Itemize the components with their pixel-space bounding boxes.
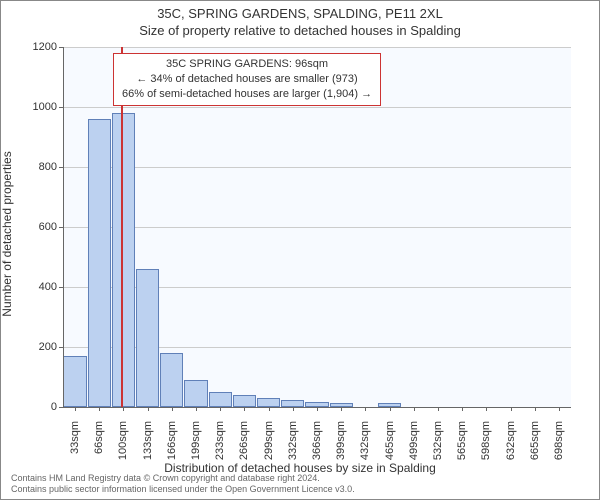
x-tick-label: 332sqm: [287, 421, 299, 481]
y-tick-mark: [59, 107, 63, 108]
y-tick-mark: [59, 407, 63, 408]
annotation-box: 35C SPRING GARDENS: 96sqm ← 34% of detac…: [113, 53, 381, 106]
footer-attribution: Contains HM Land Registry data © Crown c…: [11, 473, 355, 495]
x-tick-label: 698sqm: [553, 421, 565, 481]
x-tick-label: 66sqm: [93, 421, 105, 481]
x-tick-label: 565sqm: [456, 421, 468, 481]
y-axis-label: Number of detached properties: [0, 151, 14, 316]
x-tick-label: 233sqm: [214, 421, 226, 481]
x-tick-mark: [390, 407, 391, 411]
x-tick-label: 299sqm: [263, 421, 275, 481]
y-tick-label: 200: [17, 341, 57, 353]
histogram-bar: [233, 395, 256, 407]
chart-title-main: 35C, SPRING GARDENS, SPALDING, PE11 2XL: [4, 6, 596, 21]
x-tick-label: 399sqm: [335, 421, 347, 481]
x-tick-mark: [486, 407, 487, 411]
x-tick-mark: [559, 407, 560, 411]
x-tick-label: 432sqm: [359, 421, 371, 481]
annotation-line-1: 35C SPRING GARDENS: 96sqm: [122, 57, 372, 72]
x-tick-label: 598sqm: [480, 421, 492, 481]
x-tick-mark: [99, 407, 100, 411]
x-tick-label: 199sqm: [190, 421, 202, 481]
histogram-bar: [184, 380, 207, 407]
x-tick-label: 366sqm: [311, 421, 323, 481]
x-tick-label: 632sqm: [505, 421, 517, 481]
y-tick-label: 1200: [17, 41, 57, 53]
histogram-bar: [136, 269, 159, 407]
y-tick-label: 1000: [17, 101, 57, 113]
x-tick-label: 266sqm: [238, 421, 250, 481]
x-tick-mark: [317, 407, 318, 411]
y-tick-mark: [59, 47, 63, 48]
histogram-bar: [257, 398, 280, 407]
y-tick-label: 800: [17, 161, 57, 173]
x-tick-mark: [511, 407, 512, 411]
gridline-h: [63, 47, 571, 48]
x-tick-mark: [244, 407, 245, 411]
x-tick-mark: [196, 407, 197, 411]
histogram-bar: [88, 119, 111, 407]
x-tick-mark: [414, 407, 415, 411]
x-tick-mark: [269, 407, 270, 411]
annotation-line-2: ← 34% of detached houses are smaller (97…: [122, 72, 372, 87]
x-tick-mark: [365, 407, 366, 411]
histogram-bar: [160, 353, 183, 407]
footer-line-2: Contains public sector information licen…: [11, 484, 355, 495]
y-tick-mark: [59, 167, 63, 168]
x-tick-label: 166sqm: [166, 421, 178, 481]
histogram-bar: [281, 400, 304, 408]
x-tick-mark: [148, 407, 149, 411]
gridline-h: [63, 167, 571, 168]
footer-line-1: Contains HM Land Registry data © Crown c…: [11, 473, 355, 484]
x-tick-label: 33sqm: [69, 421, 81, 481]
x-tick-label: 532sqm: [432, 421, 444, 481]
gridline-h: [63, 107, 571, 108]
y-tick-mark: [59, 287, 63, 288]
x-tick-mark: [535, 407, 536, 411]
y-tick-label: 400: [17, 281, 57, 293]
y-tick-mark: [59, 227, 63, 228]
x-tick-label: 133sqm: [142, 421, 154, 481]
y-axis-line: [63, 47, 64, 407]
histogram-bar: [112, 113, 135, 407]
chart-container: 35C, SPRING GARDENS, SPALDING, PE11 2XL …: [0, 0, 600, 500]
x-tick-mark: [293, 407, 294, 411]
x-tick-label: 499sqm: [408, 421, 420, 481]
gridline-h: [63, 227, 571, 228]
y-tick-label: 0: [17, 401, 57, 413]
x-tick-label: 465sqm: [384, 421, 396, 481]
x-tick-mark: [220, 407, 221, 411]
x-tick-mark: [341, 407, 342, 411]
x-tick-mark: [172, 407, 173, 411]
annotation-line-3: 66% of semi-detached houses are larger (…: [122, 87, 372, 102]
x-tick-mark: [75, 407, 76, 411]
x-tick-mark: [462, 407, 463, 411]
y-tick-label: 600: [17, 221, 57, 233]
histogram-bar: [209, 392, 232, 407]
x-tick-label: 100sqm: [117, 421, 129, 481]
chart-title-sub: Size of property relative to detached ho…: [4, 23, 596, 38]
x-tick-mark: [438, 407, 439, 411]
x-tick-label: 665sqm: [529, 421, 541, 481]
x-tick-mark: [123, 407, 124, 411]
histogram-bar: [63, 356, 86, 407]
y-tick-mark: [59, 347, 63, 348]
